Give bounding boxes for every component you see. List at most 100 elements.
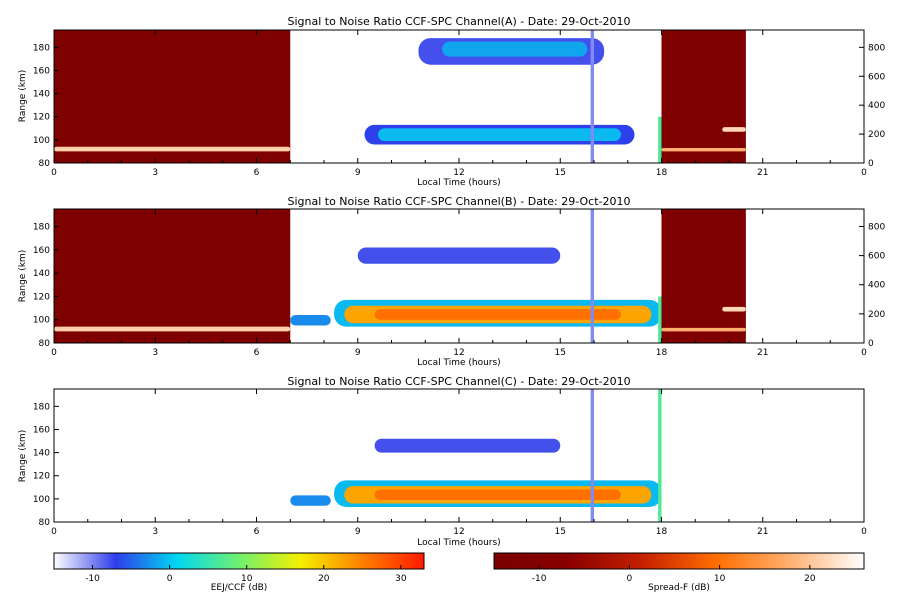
echo-layer bbox=[658, 296, 662, 343]
y-tick-label: 180 bbox=[33, 402, 50, 412]
x-tick-label: 21 bbox=[757, 168, 768, 178]
y2-tick-label: 800 bbox=[868, 43, 885, 53]
x-tick-label: 6 bbox=[254, 168, 260, 178]
x-tick-label: 9 bbox=[355, 168, 361, 178]
panel-b-title: Signal to Noise Ratio CCF-SPC Channel(B)… bbox=[287, 195, 630, 208]
panel-channel-a: Signal to Noise Ratio CCF-SPC Channel(A)… bbox=[18, 15, 885, 188]
colorbar-tick-label: 0 bbox=[167, 574, 173, 584]
panel-a-axes: 0 3 6 9 12 15 18 21 0801001201401601800200400600… bbox=[33, 30, 885, 178]
colorbar-tick-label: 30 bbox=[395, 574, 407, 584]
x-tick-label: 0 bbox=[861, 348, 867, 358]
spreadf-block bbox=[661, 209, 746, 343]
y2-tick-label: 400 bbox=[868, 281, 885, 291]
y2-tick-label: 800 bbox=[868, 222, 885, 232]
y-tick-label: 100 bbox=[33, 136, 50, 146]
spreadf-block bbox=[54, 209, 291, 343]
x-tick-label: 0 bbox=[51, 168, 57, 178]
colorbar-tick-label: 20 bbox=[804, 574, 816, 584]
spreadf-block bbox=[54, 30, 291, 163]
y-tick-label: 80 bbox=[39, 518, 51, 528]
colorbar-eej-ticks: -10 0 10 20 30 bbox=[85, 565, 407, 584]
colorbar-spreadf-label: Spread-F (dB) bbox=[648, 583, 710, 593]
y-tick-label: 180 bbox=[33, 222, 50, 232]
panel-b-ylabel: Range (km) bbox=[18, 250, 28, 302]
panel-a-ylabel: Range (km) bbox=[18, 70, 28, 122]
x-tick-label: 15 bbox=[555, 168, 566, 178]
x-tick-label: 12 bbox=[453, 168, 464, 178]
echo-layer bbox=[374, 309, 621, 320]
y-tick-label: 120 bbox=[33, 472, 50, 482]
panel-b-axes: 0 3 6 9 12 15 18 21 0801001201401601800200400600… bbox=[33, 209, 885, 358]
echo-layer bbox=[658, 116, 662, 163]
x-tick-label: 9 bbox=[355, 348, 361, 358]
panel-b-xlabel: Local Time (hours) bbox=[417, 358, 500, 368]
x-tick-label: 6 bbox=[254, 527, 260, 537]
x-tick-label: 3 bbox=[152, 348, 158, 358]
colorbar-tick-label: -10 bbox=[532, 574, 547, 584]
x-tick-label: 0 bbox=[861, 168, 867, 178]
y-tick-label: 100 bbox=[33, 316, 50, 326]
echo-layer bbox=[54, 146, 291, 152]
panel-channel-b: Signal to Noise Ratio CCF-SPC Channel(B)… bbox=[18, 195, 885, 368]
y2-tick-label: 0 bbox=[868, 159, 874, 169]
x-tick-label: 3 bbox=[152, 527, 158, 537]
echo-layer bbox=[590, 389, 594, 522]
x-tick-label: 18 bbox=[656, 348, 668, 358]
panel-a-xlabel: Local Time (hours) bbox=[417, 178, 500, 188]
colorbar-tick-label: 20 bbox=[318, 574, 330, 584]
y-tick-label: 140 bbox=[33, 90, 50, 100]
echo-layer bbox=[661, 327, 746, 332]
panel-channel-c: Signal to Noise Ratio CCF-SPC Channel(C)… bbox=[18, 375, 867, 548]
echo-layer bbox=[590, 30, 594, 163]
panel-c-ylabel: Range (km) bbox=[18, 430, 28, 482]
x-tick-label: 21 bbox=[757, 348, 768, 358]
x-tick-label: 18 bbox=[656, 168, 668, 178]
panel-c-heatmap bbox=[290, 389, 662, 522]
panel-a-heatmap bbox=[54, 30, 746, 163]
panel-c-title: Signal to Noise Ratio CCF-SPC Channel(C)… bbox=[287, 375, 630, 388]
echo-layer bbox=[54, 326, 291, 332]
echo-layer bbox=[722, 127, 746, 132]
y-tick-label: 120 bbox=[33, 113, 50, 123]
y-tick-label: 160 bbox=[33, 246, 50, 256]
y-tick-label: 100 bbox=[33, 495, 50, 505]
x-tick-label: 12 bbox=[453, 348, 464, 358]
echo-layer bbox=[290, 495, 331, 506]
x-tick-label: 6 bbox=[254, 348, 260, 358]
y-tick-label: 180 bbox=[33, 43, 50, 53]
y-tick-label: 80 bbox=[39, 159, 51, 169]
colorbar-eej-label: EEJ/CCF (dB) bbox=[211, 583, 268, 593]
x-tick-label: 9 bbox=[355, 527, 361, 537]
y2-tick-label: 600 bbox=[868, 72, 885, 82]
x-tick-label: 15 bbox=[555, 348, 566, 358]
echo-layer bbox=[378, 128, 621, 142]
x-tick-label: 3 bbox=[152, 168, 158, 178]
x-tick-label: 15 bbox=[555, 527, 566, 537]
y-tick-label: 120 bbox=[33, 292, 50, 302]
y2-tick-label: 0 bbox=[868, 339, 874, 349]
y2-tick-label: 400 bbox=[868, 101, 885, 111]
panel-a-title: Signal to Noise Ratio CCF-SPC Channel(A)… bbox=[287, 15, 630, 28]
x-tick-label: 0 bbox=[861, 527, 867, 537]
echo-layer bbox=[374, 489, 621, 501]
colorbar-tick-label: 10 bbox=[714, 574, 726, 584]
colorbar-eej-gradient bbox=[53, 552, 425, 570]
colorbar-spreadf-ticks: -10 0 10 20 bbox=[532, 565, 816, 584]
echo-layer bbox=[374, 438, 561, 453]
colorbar-tick-label: 10 bbox=[241, 574, 253, 584]
echo-layer bbox=[442, 41, 588, 57]
y2-tick-label: 200 bbox=[868, 310, 885, 320]
echo-layer bbox=[290, 315, 331, 326]
x-tick-label: 0 bbox=[51, 527, 57, 537]
y2-tick-label: 200 bbox=[868, 130, 885, 140]
y2-tick-label: 600 bbox=[868, 252, 885, 262]
colorbar-tick-label: -10 bbox=[85, 574, 100, 584]
panel-c-xlabel: Local Time (hours) bbox=[417, 538, 500, 548]
echo-layer bbox=[722, 306, 746, 312]
x-tick-label: 12 bbox=[453, 527, 464, 537]
y-tick-label: 160 bbox=[33, 66, 50, 76]
echo-layer bbox=[357, 247, 561, 264]
y-tick-label: 160 bbox=[33, 425, 50, 435]
echo-layer bbox=[658, 389, 662, 522]
